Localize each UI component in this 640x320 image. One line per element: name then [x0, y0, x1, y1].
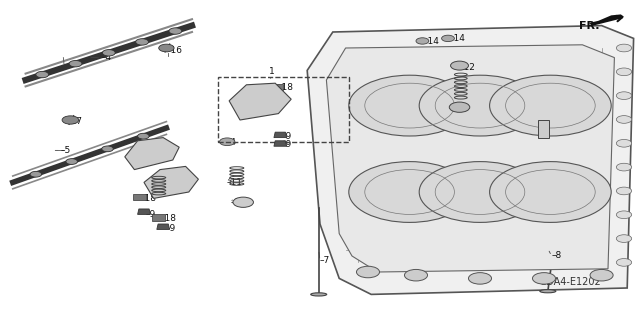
Circle shape	[66, 159, 77, 164]
Circle shape	[532, 273, 556, 284]
Text: –14: –14	[450, 34, 466, 43]
Text: FR.: FR.	[579, 21, 600, 31]
Circle shape	[416, 38, 429, 44]
Text: –12: –12	[460, 63, 476, 72]
Circle shape	[102, 50, 115, 56]
Text: –14: –14	[221, 138, 237, 147]
Text: –8: –8	[552, 252, 562, 260]
Circle shape	[349, 75, 470, 136]
Circle shape	[590, 269, 613, 281]
Text: –16: –16	[166, 46, 182, 55]
Text: 1: 1	[269, 67, 275, 76]
Ellipse shape	[540, 290, 556, 293]
Text: –13: –13	[462, 103, 478, 112]
Text: –13: –13	[230, 198, 246, 207]
Circle shape	[616, 92, 632, 100]
Circle shape	[616, 44, 632, 52]
Circle shape	[419, 162, 541, 222]
Circle shape	[451, 61, 468, 70]
Polygon shape	[307, 26, 634, 294]
Polygon shape	[229, 83, 291, 120]
Text: –7: –7	[320, 256, 330, 265]
Text: –11: –11	[227, 178, 243, 187]
Text: –10: –10	[462, 84, 478, 93]
Text: –9: –9	[282, 132, 292, 140]
Polygon shape	[245, 92, 258, 99]
Polygon shape	[274, 132, 287, 138]
Circle shape	[449, 102, 470, 112]
Text: –18: –18	[141, 194, 157, 203]
Circle shape	[616, 211, 632, 219]
Circle shape	[69, 60, 82, 67]
Polygon shape	[125, 138, 179, 170]
Text: –6: –6	[159, 170, 169, 179]
Text: SDA4-E1202: SDA4-E1202	[541, 276, 602, 287]
Circle shape	[62, 116, 79, 124]
Circle shape	[136, 39, 148, 45]
Text: –18: –18	[252, 91, 268, 100]
Circle shape	[442, 35, 454, 42]
Text: –9: –9	[165, 224, 175, 233]
Text: –18: –18	[161, 214, 177, 223]
Polygon shape	[274, 141, 287, 146]
Circle shape	[169, 28, 182, 34]
Text: –14: –14	[424, 37, 440, 46]
Bar	[538, 120, 549, 138]
Circle shape	[616, 68, 632, 76]
Circle shape	[616, 140, 632, 147]
Bar	[218, 77, 349, 142]
Polygon shape	[270, 84, 283, 90]
Circle shape	[233, 197, 253, 207]
Ellipse shape	[311, 293, 327, 296]
Text: –15: –15	[543, 126, 559, 135]
Polygon shape	[326, 45, 614, 272]
Circle shape	[349, 162, 470, 222]
Polygon shape	[589, 14, 624, 25]
Circle shape	[419, 75, 541, 136]
Circle shape	[102, 146, 113, 152]
Circle shape	[616, 259, 632, 266]
Circle shape	[30, 172, 42, 177]
Circle shape	[159, 44, 174, 52]
Polygon shape	[144, 166, 198, 198]
Text: –9: –9	[146, 210, 156, 219]
Text: –3: –3	[150, 152, 161, 161]
Circle shape	[616, 235, 632, 243]
Circle shape	[490, 162, 611, 222]
Polygon shape	[152, 214, 165, 221]
Circle shape	[138, 133, 149, 139]
Text: –18: –18	[278, 83, 294, 92]
Circle shape	[616, 163, 632, 171]
Text: –2: –2	[175, 183, 185, 192]
Polygon shape	[157, 224, 170, 229]
Circle shape	[404, 269, 428, 281]
Circle shape	[220, 138, 235, 146]
Polygon shape	[133, 194, 146, 200]
Circle shape	[616, 187, 632, 195]
Circle shape	[36, 71, 49, 78]
Text: –9: –9	[282, 140, 292, 149]
Text: –5: –5	[61, 146, 71, 155]
Text: –17: –17	[67, 117, 83, 126]
Circle shape	[356, 266, 380, 278]
Circle shape	[616, 116, 632, 123]
Circle shape	[490, 75, 611, 136]
Text: –4: –4	[101, 53, 111, 62]
Circle shape	[468, 273, 492, 284]
Polygon shape	[138, 209, 150, 214]
